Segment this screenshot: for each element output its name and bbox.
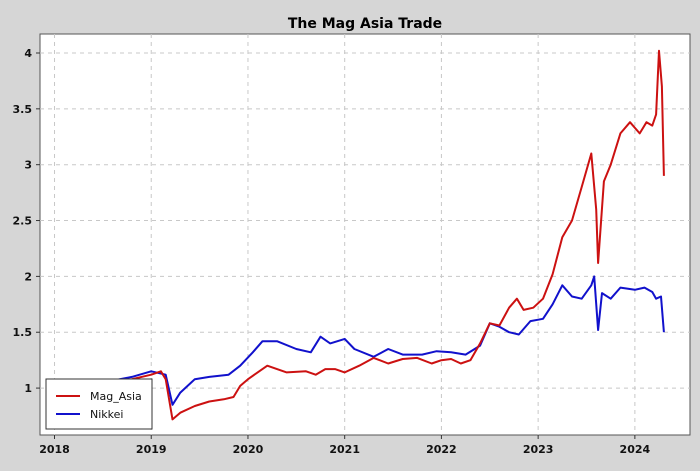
y-tick-label: 2.5 [13, 215, 33, 228]
x-tick-label: 2018 [39, 443, 70, 456]
legend-box [45, 378, 153, 430]
x-tick-label: 2024 [620, 443, 651, 456]
x-tick-label: 2019 [136, 443, 167, 456]
x-tick-label: 2021 [329, 443, 360, 456]
axis-ticks: 2018 2019 2020 2021 2022 2023 2024 1 1.5 2 2.5 3 3.5… [13, 47, 651, 456]
x-tick-label: 2022 [426, 443, 457, 456]
y-tick-label: 1.5 [13, 326, 33, 339]
x-tick-label: 2020 [233, 443, 264, 456]
plot-area [39, 33, 691, 436]
series-layer [54, 49, 665, 421]
y-tick-label: 2 [24, 270, 32, 283]
y-tick-label: 3.5 [13, 103, 33, 116]
series-line-nikkei [54, 275, 665, 406]
y-tick-label: 3 [24, 159, 32, 172]
chart-title: The Mag Asia Trade [288, 16, 442, 32]
grid [40, 34, 690, 435]
legend-label-mag-asia: Mag_Asia [90, 390, 142, 403]
x-tick-label: 2023 [523, 443, 554, 456]
legend-label-nikkei: Nikkei [90, 408, 123, 421]
y-tick-label: 1 [24, 382, 32, 395]
legend: Mag_Asia Nikkei [45, 378, 153, 430]
y-tick-label: 4 [24, 47, 32, 60]
series-line-mag-asia [54, 49, 665, 421]
